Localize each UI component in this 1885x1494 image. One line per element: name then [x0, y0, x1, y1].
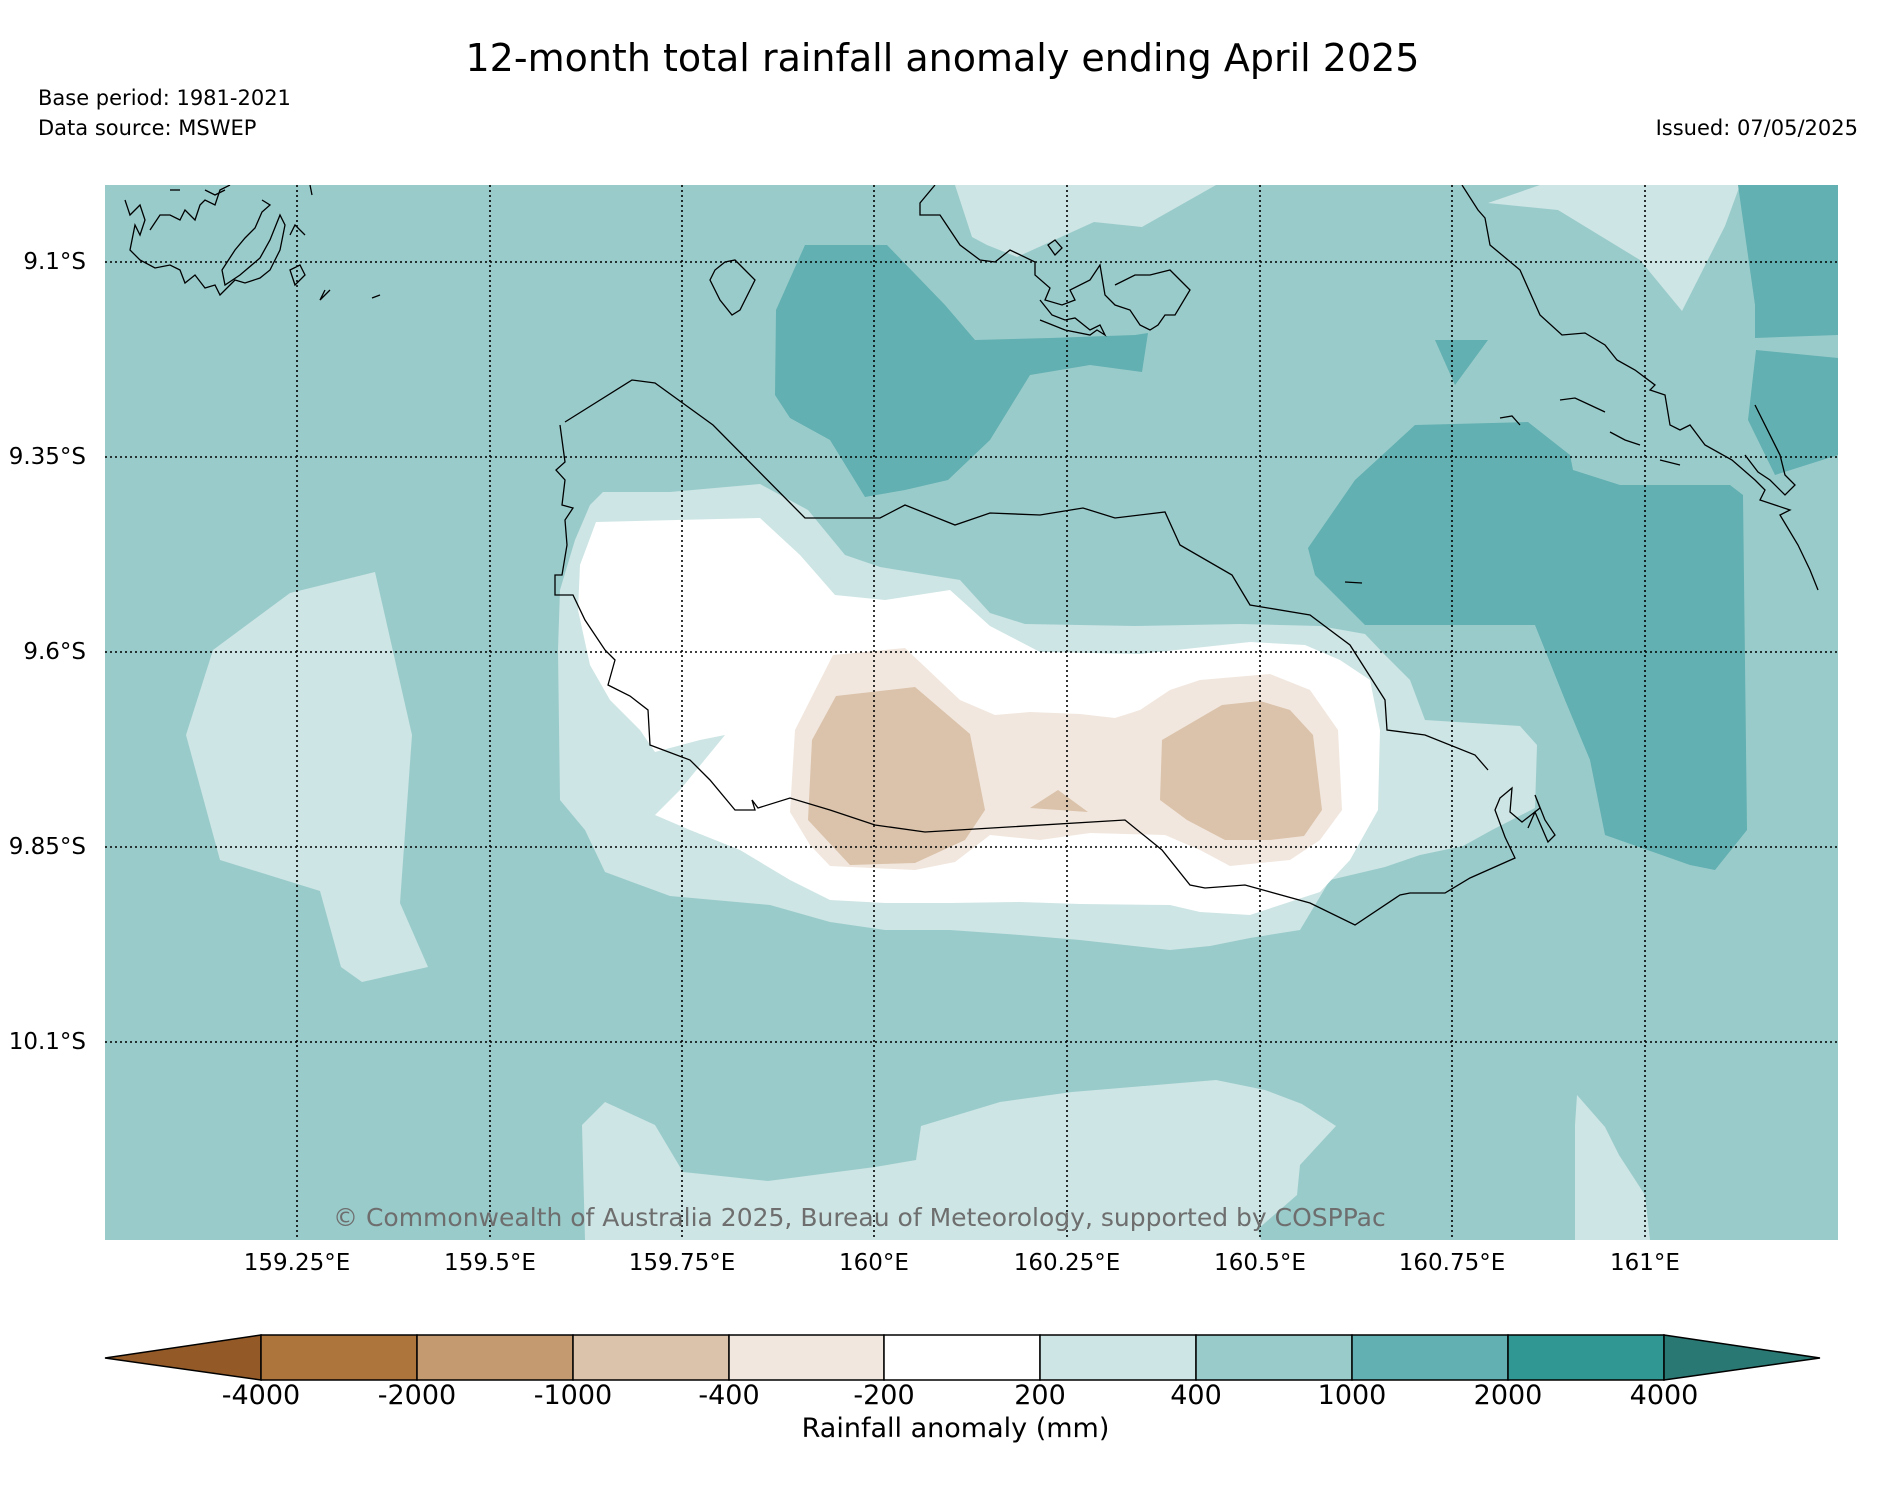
- lon-label: 161°E: [1610, 1250, 1680, 1276]
- anomaly-region-minus400-minus1000: [808, 687, 985, 865]
- lat-label: 9.1°S: [23, 249, 86, 275]
- anomaly-region-1000-2000: [1748, 350, 1838, 475]
- colorbar-tick-label: 400: [1170, 1380, 1222, 1411]
- lon-label: 160.25°E: [1013, 1250, 1121, 1276]
- colorbar-tick-label: -2000: [377, 1380, 457, 1411]
- base-period-text: Base period: 1981-2021: [38, 86, 291, 110]
- colorbar-swatch: [1351, 1334, 1509, 1381]
- anomaly-region-1000-2000: [775, 245, 1148, 497]
- anomaly-region-minus400-minus1000: [1160, 701, 1322, 840]
- lon-label: 159.25°E: [243, 1250, 351, 1276]
- colorbar-swatch: [1039, 1334, 1197, 1381]
- lon-label: 160.5°E: [1214, 1250, 1306, 1276]
- anomaly-region-1000-2000: [1308, 422, 1747, 870]
- anomaly-region-200-400: [582, 1080, 1336, 1240]
- colorbar-extend-high: [1663, 1334, 1821, 1381]
- colorbar-swatch: [1195, 1334, 1353, 1381]
- coastlines: [124, 185, 1819, 926]
- anomaly-region-200-400: [186, 572, 428, 982]
- colorbar-swatch: [260, 1334, 418, 1381]
- data-source-text: Data source: MSWEP: [38, 116, 257, 140]
- colorbar-tick-label: 2000: [1473, 1380, 1543, 1411]
- colorbar-extend-low: [104, 1334, 262, 1381]
- issued-date-text: Issued: 07/05/2025: [1655, 116, 1858, 140]
- map-title: 12-month total rainfall anomaly ending A…: [465, 36, 1420, 80]
- colorbar-tick-label: 200: [1014, 1380, 1066, 1411]
- colorbar-tick-label: -1000: [533, 1380, 613, 1411]
- colorbar-label: Rainfall anomaly (mm): [801, 1413, 1110, 1444]
- colorbar-swatch: [416, 1334, 574, 1381]
- colorbar-swatch: [1507, 1334, 1665, 1381]
- anomaly-region-1000-2000: [1435, 340, 1488, 385]
- colorbar-swatch: [572, 1334, 730, 1381]
- lon-label: 160°E: [839, 1250, 909, 1276]
- lat-label: 9.6°S: [23, 639, 86, 665]
- colorbar-swatch: [883, 1334, 1041, 1381]
- colorbar-tick-label: 4000: [1629, 1380, 1699, 1411]
- colorbar-tick-label: -200: [853, 1380, 915, 1411]
- lat-label: 10.1°S: [8, 1029, 86, 1055]
- colorbar: [104, 1334, 1821, 1381]
- lat-label: 9.85°S: [8, 834, 86, 860]
- anomaly-region-200-400: [955, 185, 1216, 257]
- colorbar-swatch: [728, 1334, 885, 1381]
- copyright-watermark: © Commonwealth of Australia 2025, Bureau…: [333, 1203, 1386, 1232]
- anomaly-region-200-400: [1488, 185, 1740, 311]
- lon-label: 159.75°E: [628, 1250, 736, 1276]
- colorbar-tick-label: 1000: [1317, 1380, 1387, 1411]
- graticule: [105, 185, 1838, 1240]
- colorbar-tick-label: -4000: [221, 1380, 301, 1411]
- colorbar-tick-label: -400: [698, 1380, 760, 1411]
- lon-label: 159.5°E: [444, 1250, 536, 1276]
- anomaly-region-minus400-minus1000: [1030, 790, 1088, 812]
- anomaly-region-200-400: [1575, 1095, 1650, 1240]
- lon-label: 160.75°E: [1398, 1250, 1506, 1276]
- anomaly-region-1000-2000: [1738, 185, 1838, 338]
- lat-label: 9.35°S: [8, 444, 86, 470]
